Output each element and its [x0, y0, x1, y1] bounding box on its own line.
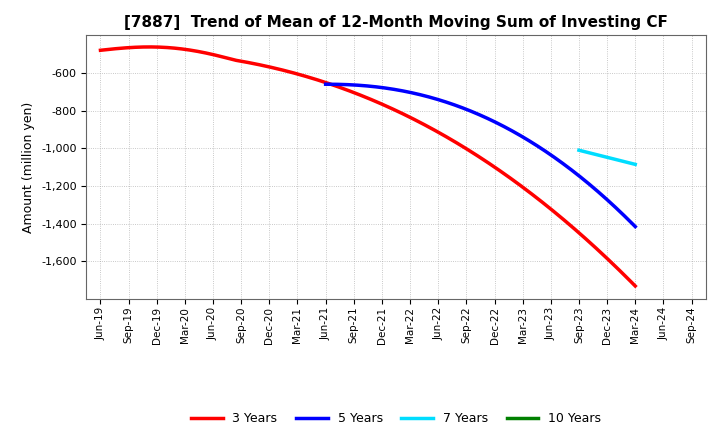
- Title: [7887]  Trend of Mean of 12-Month Moving Sum of Investing CF: [7887] Trend of Mean of 12-Month Moving …: [124, 15, 668, 30]
- Legend: 3 Years, 5 Years, 7 Years, 10 Years: 3 Years, 5 Years, 7 Years, 10 Years: [186, 407, 606, 430]
- Y-axis label: Amount (million yen): Amount (million yen): [22, 102, 35, 233]
